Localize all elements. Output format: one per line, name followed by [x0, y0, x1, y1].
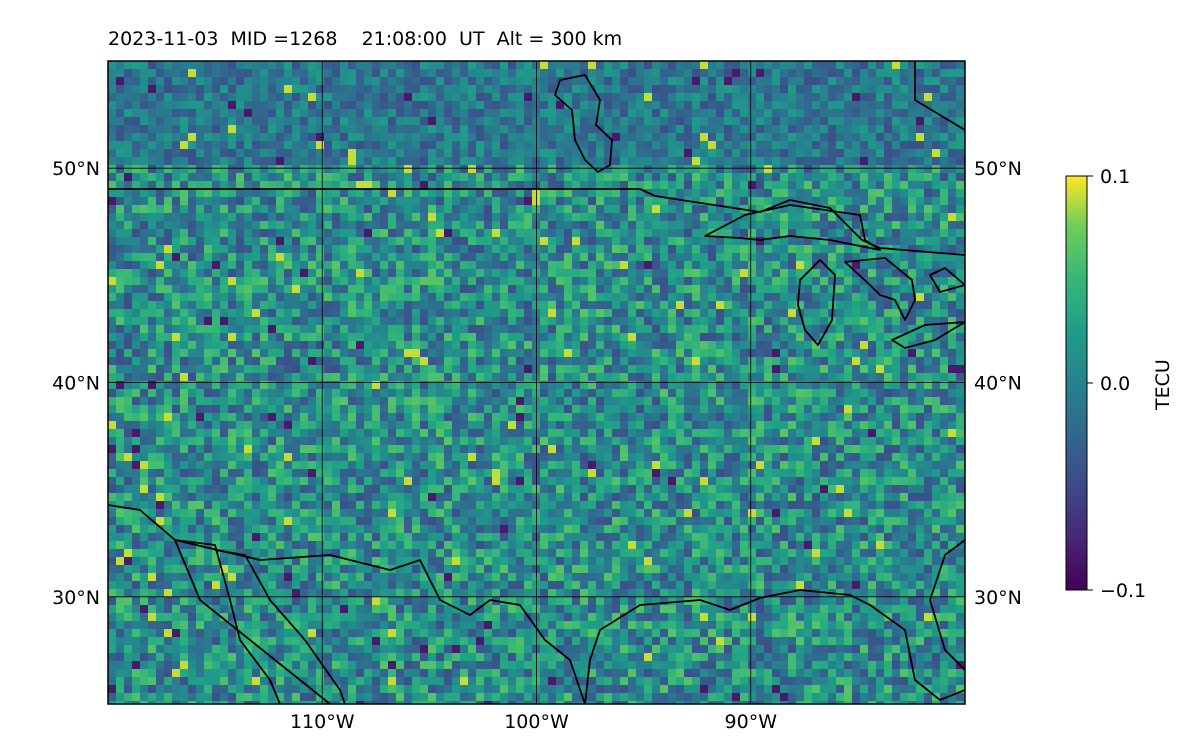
lake-erie	[891, 321, 965, 349]
baja-coast	[108, 504, 331, 704]
colorbar-tick-label: −0.1	[1100, 580, 1146, 602]
lake-superior	[704, 204, 881, 251]
map-title: 2023-11-03 MID =1268 21:08:00 UT Alt = 3…	[108, 28, 623, 50]
atlantic-coast	[929, 539, 965, 671]
colorbar-tick-label: 0.1	[1100, 166, 1130, 188]
lat-tick-label-right: 40°N	[974, 373, 1022, 395]
tec-heatmap	[108, 61, 965, 704]
coastlines	[108, 61, 965, 704]
colorbar-tick-label: 0.0	[1100, 373, 1130, 395]
graticule	[108, 61, 965, 704]
colorbar-label: TECU	[1152, 359, 1174, 410]
lat-tick-label-left: 30°N	[52, 587, 100, 609]
northeast-coast	[914, 61, 965, 131]
map-frame	[107, 60, 966, 705]
gulf-coast	[584, 589, 965, 704]
lake-ontario	[929, 267, 965, 293]
colorbar: 0.1 0.0 −0.1	[1065, 166, 1146, 602]
lake-huron	[844, 257, 916, 321]
lake-winnipeg	[554, 74, 613, 173]
gulf-of-california	[214, 549, 346, 704]
lon-tick-label: 90°W	[725, 711, 778, 733]
lat-tick-label-left: 50°N	[52, 158, 100, 180]
axis-ticks: 30°N 30°N 40°N 40°N 50°N 50°N 110°W 100°W 90°W	[52, 158, 1022, 733]
lake-michigan	[797, 259, 836, 346]
lon-tick-label: 100°W	[504, 711, 569, 733]
lat-tick-label-left: 40°N	[52, 373, 100, 395]
lat-tick-label-right: 50°N	[974, 158, 1022, 180]
lat-tick-label-right: 30°N	[974, 587, 1022, 609]
lon-tick-label: 110°W	[290, 711, 355, 733]
us-mexico-border	[174, 539, 586, 704]
mainland-west-coast	[174, 539, 281, 704]
colorbar-gradient	[1065, 175, 1088, 591]
